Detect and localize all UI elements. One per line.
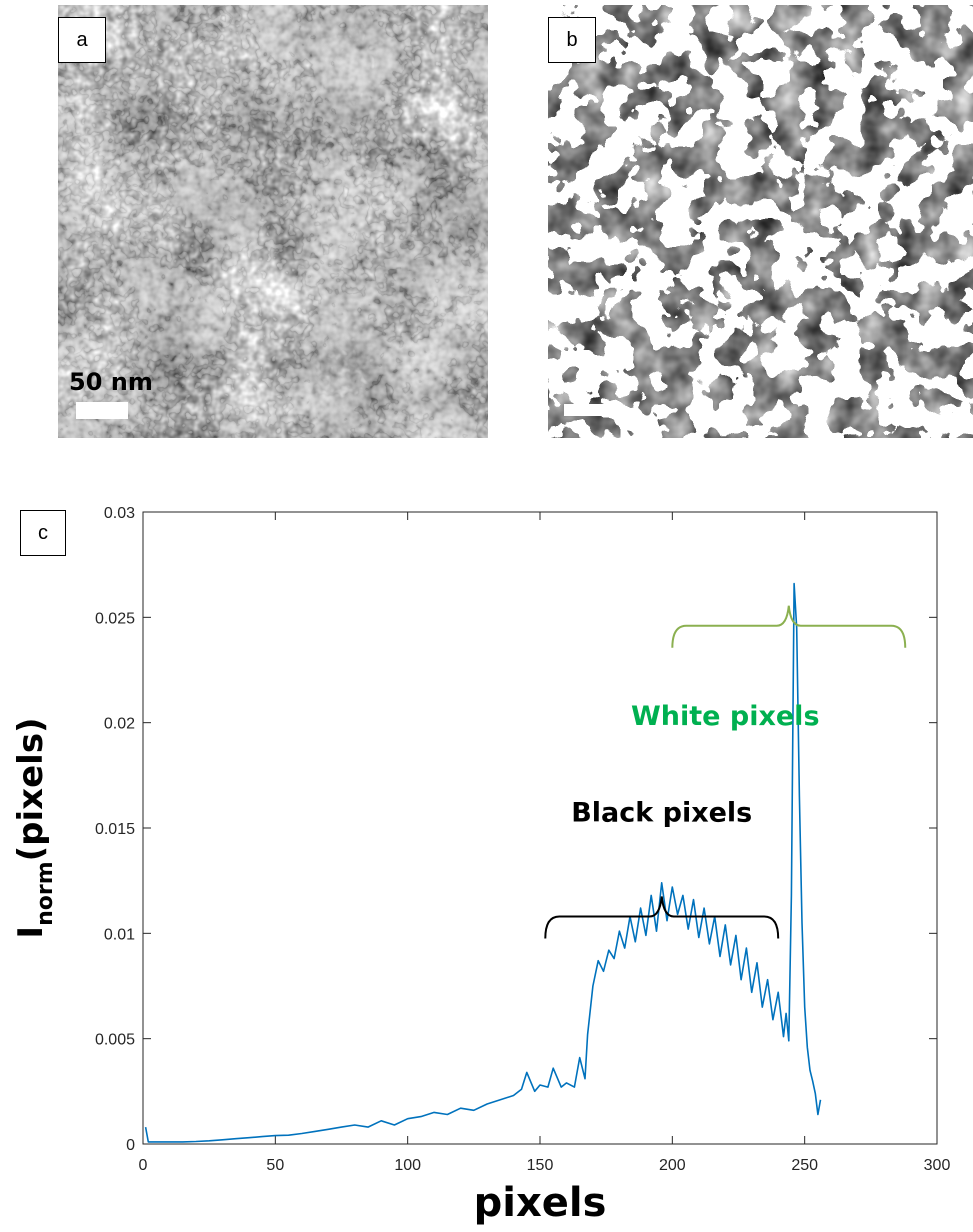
white-pixels-brace — [671, 605, 907, 648]
plot-area — [142, 511, 938, 1145]
x-tick-label: 200 — [659, 1157, 686, 1174]
y-tick-label: 0.03 — [104, 505, 135, 522]
x-tick-label: 250 — [791, 1157, 818, 1174]
white-pixels-label: White pixels — [631, 701, 820, 732]
panel-c-label: c — [20, 510, 66, 556]
x-tick-label: 0 — [139, 1157, 148, 1174]
y-tick-label: 0.005 — [95, 1032, 135, 1049]
panel-a-label: a — [58, 17, 106, 63]
scale-bar-b — [564, 404, 606, 416]
series-line — [144, 582, 822, 1143]
black-pixels-label: Black pixels — [571, 798, 752, 829]
histogram-chart: 0 50 100 150 200 250 300 0 0.005 0.01 0.015 0.02 0.0… — [11, 505, 951, 1226]
scale-bar — [76, 402, 128, 419]
scale-bar-label: 50 nm — [69, 368, 153, 396]
panel-b-label: b — [548, 17, 596, 63]
y-tick-label: 0.01 — [104, 926, 135, 943]
afm-image — [58, 5, 488, 438]
y-tick-label: 0.025 — [95, 610, 135, 627]
black-pixels-brace — [544, 896, 780, 939]
y-tick-label: 0.02 — [104, 716, 135, 733]
y-tick-label: 0 — [126, 1137, 135, 1154]
x-tick-label: 50 — [266, 1157, 284, 1174]
x-tick-label: 300 — [924, 1157, 951, 1174]
binary-image — [548, 5, 973, 438]
y-tick-label: 0.015 — [95, 821, 135, 838]
y-axis-title: Inorm(pixels) — [11, 717, 58, 938]
x-tick-label: 150 — [527, 1157, 554, 1174]
x-axis-title: pixels — [474, 1180, 607, 1226]
x-tick-label: 100 — [394, 1157, 421, 1174]
